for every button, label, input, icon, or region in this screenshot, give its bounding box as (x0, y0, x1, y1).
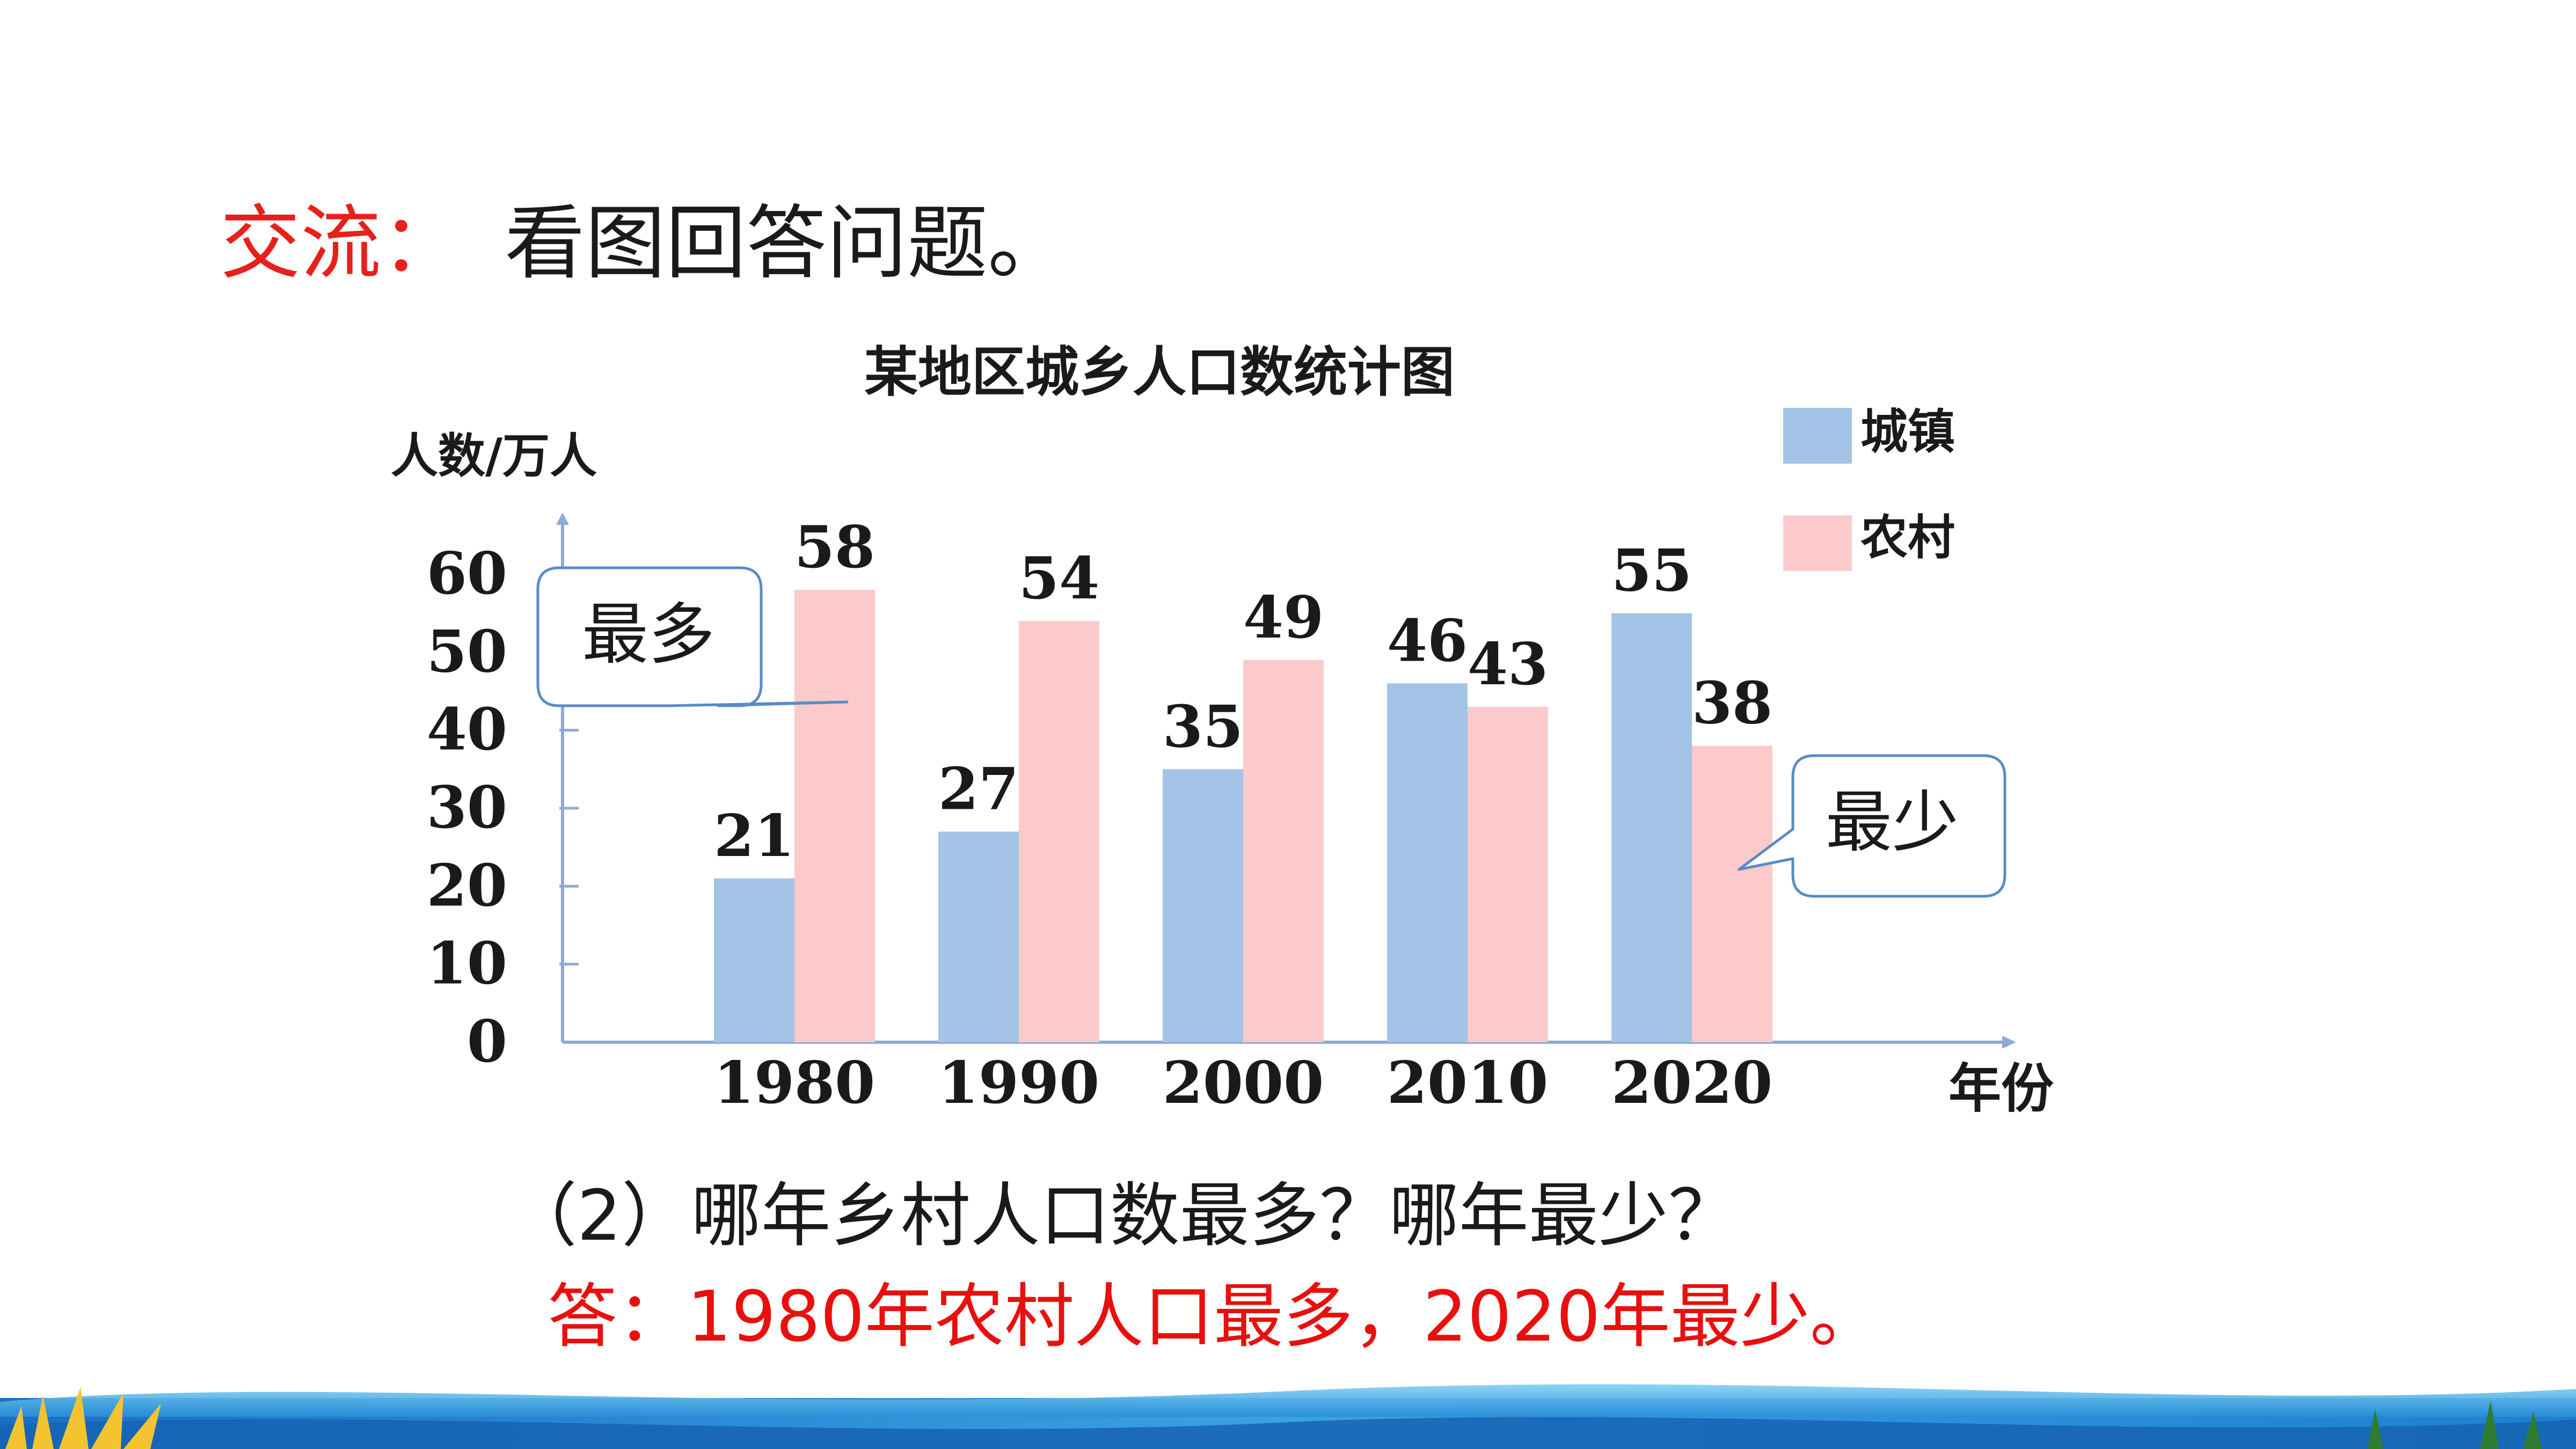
bar-rural-1980 (794, 590, 875, 1042)
y-tick-label: 40 (427, 696, 507, 764)
data-label-urban-2000: 35 (1163, 693, 1243, 760)
data-label-rural-1980: 58 (794, 514, 875, 581)
y-tick-label: 30 (427, 774, 507, 841)
data-label-urban-2020: 55 (1611, 537, 1692, 605)
data-label-rural-2020: 38 (1692, 670, 1772, 737)
y-axis-label: 人数/万人 (391, 428, 597, 484)
y-axis-arrow (556, 513, 569, 525)
data-label-urban-2010: 46 (1387, 607, 1468, 675)
legend-swatch-urban (1783, 408, 1852, 464)
callout-least: 最少 (1738, 754, 2006, 898)
legend: 城镇 农村 (1783, 404, 1955, 571)
y-tick-label: 0 (467, 1008, 507, 1075)
ocean-wave-banner (0, 1384, 2576, 1449)
bar-urban-2000 (1163, 769, 1243, 1042)
callout-most-bubble (536, 566, 849, 707)
x-tick-label-2000: 2000 (1163, 1049, 1324, 1117)
grass-decoration (5, 1387, 161, 1449)
bar-rural-2000 (1243, 660, 1324, 1042)
legend-label-urban: 城镇 (1860, 404, 1955, 459)
bar-urban-1980 (714, 878, 794, 1042)
question-text: （2）哪年乡村人口数最多？哪年最少？ (507, 1175, 1738, 1256)
chart-title: 某地区城乡人口数统计图 (864, 340, 1455, 404)
bar-rural-2010 (1468, 707, 1548, 1042)
data-label-rural-2000: 49 (1243, 584, 1324, 652)
callout-least-text: 最少 (1826, 784, 1959, 861)
y-tick-label: 20 (427, 852, 507, 919)
callout-most-text: 最多 (582, 596, 715, 674)
x-tick-label-2010: 2010 (1387, 1049, 1549, 1117)
data-label-rural-2010: 43 (1468, 631, 1548, 698)
y-tick-label: 50 (427, 618, 507, 685)
bar-rural-1990 (1019, 621, 1099, 1042)
bar-urban-2020 (1611, 613, 1692, 1042)
answer-text: 答：1980年农村人口最多，2020年最少。 (548, 1276, 1880, 1357)
heading-text: 看图回答问题。 (505, 197, 1068, 290)
bar-urban-1990 (938, 831, 1019, 1042)
y-tick-label: 10 (427, 930, 507, 998)
y-ticks: 0 10 20 30 40 50 60 (427, 540, 579, 1075)
x-tick-label-1980: 1980 (714, 1049, 875, 1117)
data-label-urban-1980: 21 (714, 802, 794, 870)
x-axis-label: 年份 (1949, 1058, 2054, 1119)
x-tick-label-2020: 2020 (1611, 1049, 1773, 1117)
x-tick-labels: 1980 1990 2000 2010 2020 (714, 1049, 1773, 1117)
callout-most: 最多 (536, 566, 849, 707)
x-tick-label-1990: 1990 (938, 1049, 1100, 1117)
bar-rural-2020 (1692, 745, 1772, 1042)
callout-least-bubble (1738, 754, 2006, 898)
bar-urban-2010 (1387, 683, 1468, 1042)
data-label-urban-1990: 27 (938, 756, 1019, 823)
legend-label-rural: 农村 (1860, 510, 1955, 565)
y-tick-label: 60 (427, 540, 507, 608)
legend-swatch-rural (1783, 515, 1852, 571)
x-axis-arrow (2002, 1036, 2016, 1049)
heading-prefix: 交流： (220, 197, 462, 290)
data-label-rural-1990: 54 (1019, 545, 1099, 612)
